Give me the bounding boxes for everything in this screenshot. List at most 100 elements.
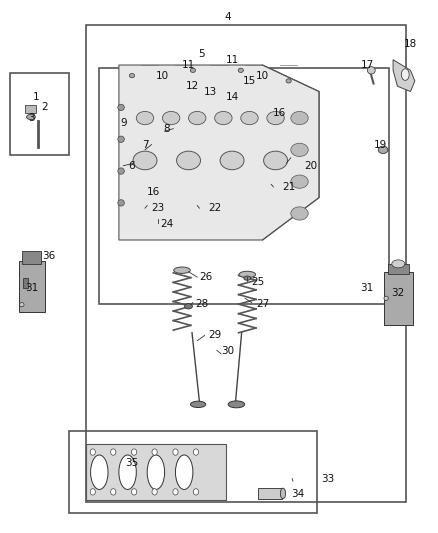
Text: 19: 19 — [374, 140, 387, 150]
Ellipse shape — [147, 455, 165, 489]
Bar — [23, 278, 28, 288]
Text: 35: 35 — [125, 458, 138, 467]
Ellipse shape — [27, 114, 35, 119]
Ellipse shape — [129, 74, 134, 78]
Text: 2: 2 — [42, 102, 48, 112]
Text: 27: 27 — [256, 298, 269, 309]
Text: 30: 30 — [221, 346, 234, 357]
Ellipse shape — [118, 168, 124, 174]
Text: 12: 12 — [186, 81, 200, 91]
Bar — [10, 73, 69, 155]
Bar — [25, 105, 36, 113]
Ellipse shape — [173, 449, 178, 455]
Text: 6: 6 — [129, 161, 135, 171]
Text: 14: 14 — [226, 92, 239, 102]
Ellipse shape — [228, 401, 245, 408]
Ellipse shape — [91, 455, 108, 489]
Ellipse shape — [133, 151, 157, 169]
Bar — [86, 444, 226, 500]
Text: 3: 3 — [28, 113, 35, 123]
Ellipse shape — [193, 489, 198, 495]
Ellipse shape — [291, 143, 308, 157]
Ellipse shape — [176, 455, 193, 489]
Text: 36: 36 — [42, 251, 56, 261]
Ellipse shape — [238, 68, 244, 72]
Ellipse shape — [20, 303, 24, 307]
Ellipse shape — [90, 449, 95, 455]
Ellipse shape — [90, 489, 95, 495]
Ellipse shape — [367, 67, 375, 74]
Ellipse shape — [220, 151, 244, 169]
Ellipse shape — [136, 111, 154, 125]
Text: 23: 23 — [152, 203, 165, 213]
Text: 21: 21 — [282, 182, 295, 192]
Ellipse shape — [174, 267, 190, 273]
Ellipse shape — [152, 489, 157, 495]
Text: 7: 7 — [142, 140, 148, 150]
Ellipse shape — [173, 489, 178, 495]
Text: 22: 22 — [208, 203, 221, 213]
Text: 10: 10 — [256, 70, 269, 80]
Ellipse shape — [118, 104, 124, 111]
Polygon shape — [119, 65, 319, 240]
Bar — [86, 25, 406, 503]
Text: 1: 1 — [33, 92, 39, 102]
Ellipse shape — [291, 111, 308, 125]
Text: 26: 26 — [199, 272, 212, 282]
Ellipse shape — [264, 151, 288, 169]
Text: 4: 4 — [224, 12, 231, 22]
Ellipse shape — [286, 79, 291, 83]
Ellipse shape — [162, 111, 180, 125]
Ellipse shape — [378, 146, 388, 154]
Ellipse shape — [111, 449, 116, 455]
Ellipse shape — [215, 111, 232, 125]
Ellipse shape — [193, 449, 198, 455]
Ellipse shape — [118, 200, 124, 206]
Ellipse shape — [152, 449, 157, 455]
Text: 11: 11 — [226, 55, 239, 64]
Text: 16: 16 — [273, 108, 286, 118]
Text: 13: 13 — [204, 86, 217, 96]
Bar — [69, 431, 317, 513]
Text: 25: 25 — [251, 277, 265, 287]
Text: 20: 20 — [304, 161, 317, 171]
Bar — [388, 264, 409, 274]
Ellipse shape — [131, 489, 137, 495]
Bar — [99, 68, 389, 304]
Ellipse shape — [191, 401, 206, 408]
Ellipse shape — [291, 207, 308, 220]
Ellipse shape — [244, 276, 251, 280]
Text: 15: 15 — [243, 76, 256, 86]
Text: 16: 16 — [147, 187, 160, 197]
Bar — [258, 488, 282, 499]
Ellipse shape — [118, 136, 124, 142]
Ellipse shape — [384, 296, 389, 301]
Text: 8: 8 — [163, 124, 170, 134]
Ellipse shape — [401, 69, 409, 80]
Text: 31: 31 — [360, 282, 374, 293]
Ellipse shape — [291, 175, 308, 188]
Text: 18: 18 — [404, 39, 417, 49]
Text: 34: 34 — [291, 489, 304, 499]
Text: 5: 5 — [198, 50, 205, 59]
Text: 17: 17 — [360, 60, 374, 70]
Ellipse shape — [119, 455, 136, 489]
Ellipse shape — [188, 111, 206, 125]
Text: 33: 33 — [321, 474, 335, 483]
Ellipse shape — [177, 151, 201, 169]
Text: 9: 9 — [120, 118, 127, 128]
Text: 10: 10 — [156, 70, 169, 80]
Ellipse shape — [185, 304, 192, 309]
Bar — [19, 261, 45, 312]
Ellipse shape — [241, 111, 258, 125]
Text: 32: 32 — [391, 288, 404, 298]
Ellipse shape — [111, 489, 116, 495]
Polygon shape — [393, 60, 415, 92]
Ellipse shape — [131, 449, 137, 455]
Text: 28: 28 — [195, 298, 208, 309]
Text: 31: 31 — [25, 282, 39, 293]
Text: 11: 11 — [182, 60, 195, 70]
Ellipse shape — [239, 271, 255, 278]
Text: 24: 24 — [160, 219, 173, 229]
Bar — [22, 251, 42, 264]
